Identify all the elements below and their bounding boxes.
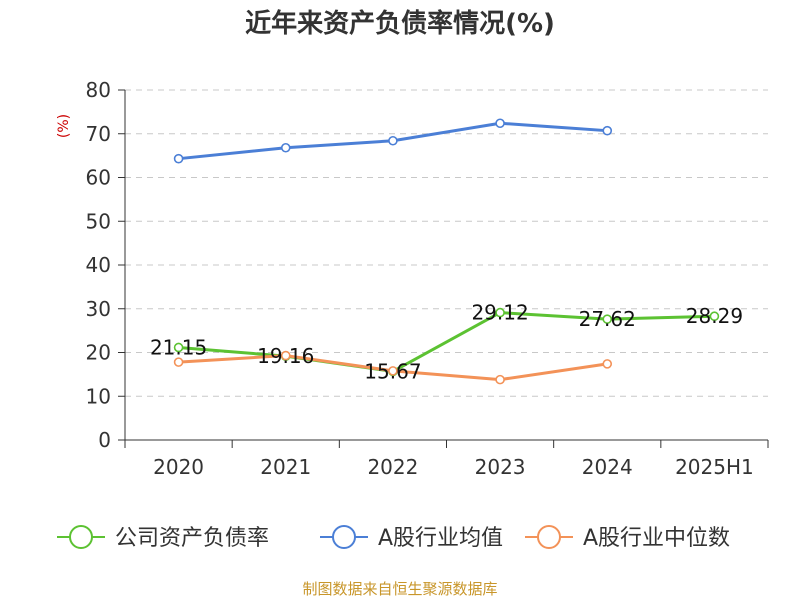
series-2 <box>173 350 613 385</box>
y-tick-label: 20 <box>86 341 111 365</box>
x-tick-label: 2024 <box>582 455 633 479</box>
y-axis-unit-label: (%) <box>56 114 72 138</box>
legend-label: A股行业中位数 <box>583 526 730 551</box>
data-point <box>495 118 505 129</box>
legend-item-0[interactable]: 公司资产负债率 <box>57 525 269 551</box>
data-point <box>173 342 184 353</box>
y-tick-label: 50 <box>86 209 111 233</box>
y-tick-label: 40 <box>86 253 111 277</box>
data-point <box>602 125 613 136</box>
x-tick-label: 2025H1 <box>675 455 754 479</box>
x-tick-label: 2023 <box>475 455 526 479</box>
data-point <box>602 314 613 324</box>
data-point <box>495 307 505 318</box>
data-point <box>495 374 505 385</box>
chart-title: 近年来资产负债率情况(%) <box>245 8 555 39</box>
axes: 0 10 20 30 40 50 60 70 80 2020 2021 2022 2023 2024 202… <box>86 78 769 479</box>
legend[interactable]: 公司资产负债率 A股行业均值 A股行业中位数 <box>57 525 730 551</box>
data-label: 27.62 <box>579 307 636 331</box>
series-lines <box>173 118 720 385</box>
y-tick-label: 0 <box>98 428 111 452</box>
data-labels: 21.15 19.16 15.67 29.12 27.62 28.29 <box>150 301 743 384</box>
data-point <box>280 350 291 361</box>
y-tick-label: 30 <box>86 297 111 321</box>
data-label: 28.29 <box>686 304 743 328</box>
data-point <box>388 366 398 376</box>
legend-item-1[interactable]: A股行业均值 <box>320 525 503 551</box>
series-1 <box>173 118 613 164</box>
data-label: 21.15 <box>150 335 207 359</box>
data-point <box>388 135 398 146</box>
x-tick-label: 2020 <box>153 455 204 479</box>
legend-label: A股行业均值 <box>378 526 503 551</box>
x-tick-label: 2021 <box>260 455 311 479</box>
source-note: 制图数据来自恒生聚源数据库 <box>302 580 497 598</box>
y-tick-label: 10 <box>86 384 111 408</box>
data-label: 29.12 <box>471 301 528 325</box>
x-tick-label: 2022 <box>367 455 418 479</box>
legend-marker <box>69 525 93 549</box>
data-label: 19.16 <box>257 344 314 368</box>
y-tick-label: 60 <box>86 166 111 190</box>
y-tick-label: 80 <box>86 78 111 102</box>
legend-item-2[interactable]: A股行业中位数 <box>525 525 730 551</box>
data-point <box>173 357 184 367</box>
legend-marker <box>537 525 561 549</box>
data-label: 15.67 <box>364 359 421 383</box>
grid-lines <box>125 89 768 397</box>
legend-marker <box>332 525 356 549</box>
data-point <box>173 153 184 164</box>
data-point <box>602 359 613 369</box>
y-tick-label: 70 <box>86 122 111 146</box>
data-point <box>709 311 720 322</box>
legend-label: 公司资产负债率 <box>115 526 269 551</box>
data-point <box>280 142 291 153</box>
series-line <box>178 311 715 373</box>
